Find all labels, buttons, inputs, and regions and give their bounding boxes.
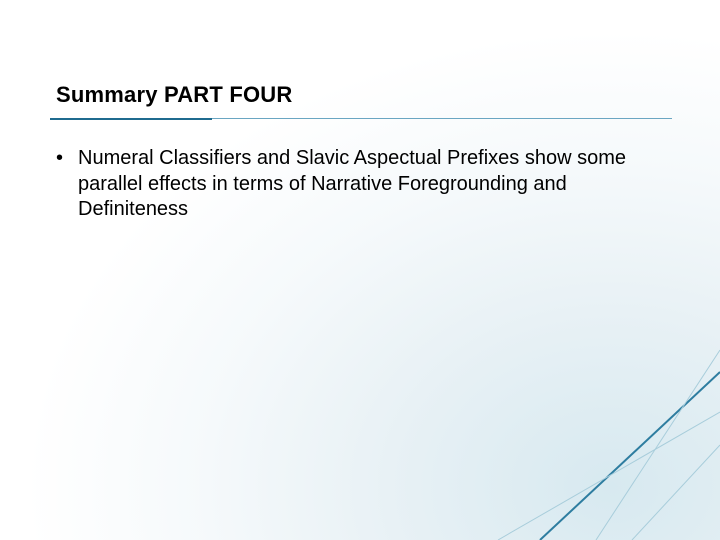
bullet-text: Numeral Classifiers and Slavic Aspectual…	[78, 147, 626, 220]
deco-line-light-1	[498, 412, 720, 540]
deco-line-light-2	[596, 350, 720, 540]
title-divider-thick	[50, 118, 212, 120]
slide-title: Summary PART FOUR	[56, 82, 292, 108]
title-divider-thin	[212, 118, 672, 119]
background-gradient	[0, 0, 720, 540]
bullet-list: • Numeral Classifiers and Slavic Aspectu…	[50, 146, 650, 223]
slide-container: Summary PART FOUR • Numeral Classifiers …	[0, 0, 720, 540]
bullet-item: • Numeral Classifiers and Slavic Aspectu…	[50, 146, 650, 223]
decorative-lines	[0, 0, 720, 540]
deco-line-light-3	[632, 445, 720, 540]
bullet-marker: •	[56, 146, 63, 172]
deco-line-dark-1	[540, 372, 720, 540]
